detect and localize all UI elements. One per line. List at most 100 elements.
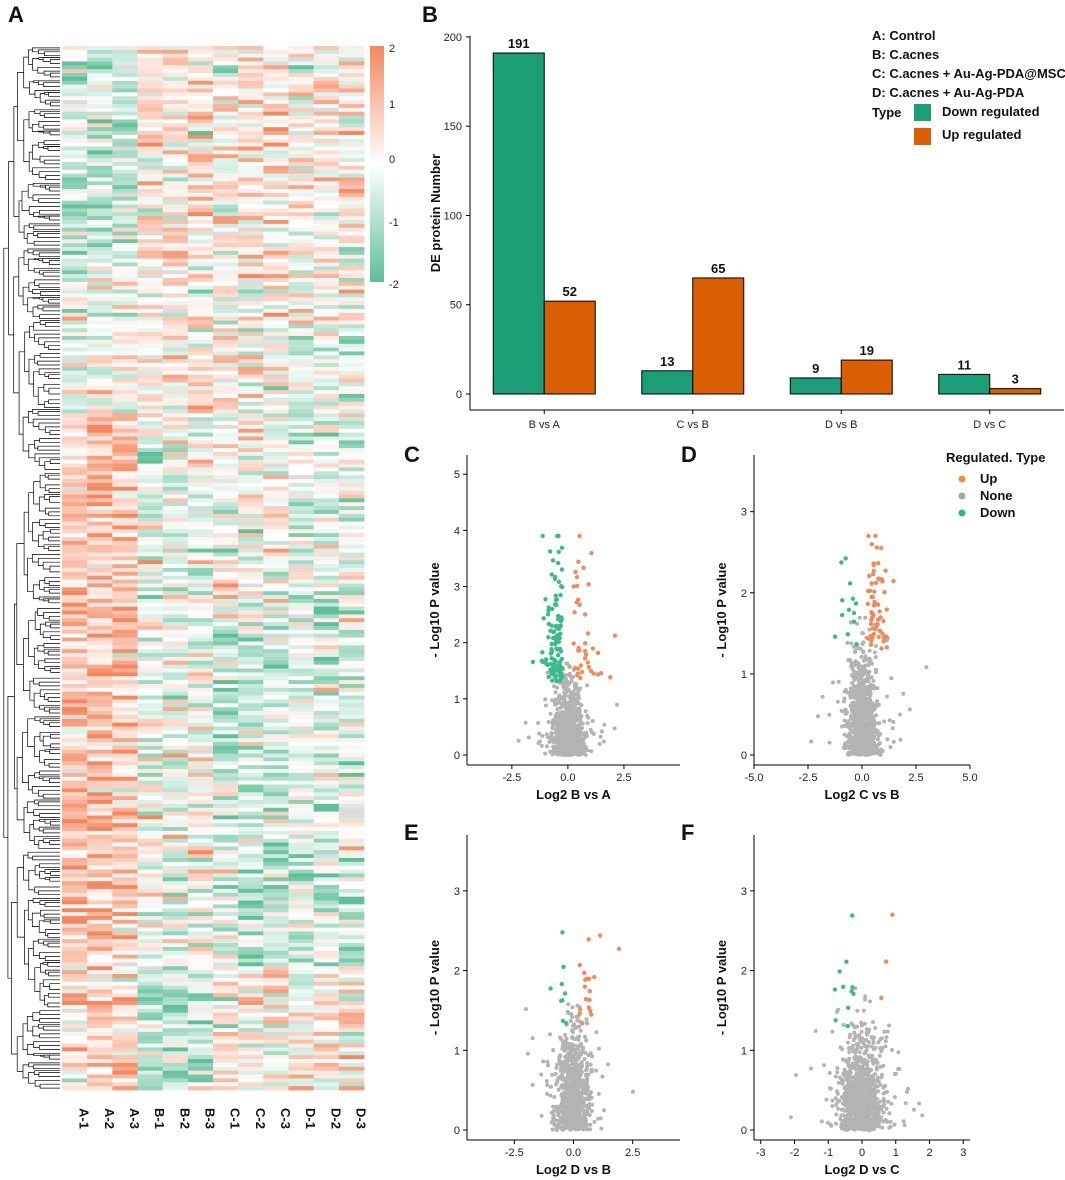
- heatmap-cell: [213, 946, 239, 952]
- heatmap-cell: [62, 351, 88, 356]
- heatmap-cell: [162, 568, 189, 573]
- heatmap-cell: [238, 482, 264, 488]
- heatmap-cell: [112, 463, 138, 468]
- heatmap-cell: [87, 274, 113, 279]
- heatmap-cell: [87, 660, 113, 666]
- heatmap-cell: [187, 568, 214, 573]
- heatmap-cell: [238, 896, 264, 901]
- dendrogram-branch: [48, 260, 60, 265]
- heatmap-cell: [213, 591, 239, 596]
- heatmap-cell: [62, 676, 88, 681]
- heatmap-cell: [137, 687, 164, 693]
- heatmap-cell: [263, 575, 289, 580]
- heatmap-cell: [187, 115, 214, 120]
- heatmap-cell: [187, 958, 214, 963]
- heatmap-cell: [62, 815, 88, 820]
- heatmap-cell: [187, 494, 214, 499]
- heatmap-cell: [313, 656, 340, 662]
- heatmap-cell: [338, 212, 365, 217]
- heatmap-cell: [112, 649, 138, 654]
- heatmap-cell: [62, 69, 88, 74]
- heatmap-cell: [338, 548, 365, 553]
- dendrogram-branch: [43, 82, 60, 87]
- heatmap-cell: [162, 1055, 189, 1060]
- heatmap-cell: [87, 788, 113, 793]
- heatmap-cell: [263, 846, 289, 851]
- heatmap-cell: [87, 885, 113, 890]
- heatmap-cell: [62, 479, 88, 484]
- heatmap-cell: [213, 189, 239, 194]
- heatmap-cell: [238, 997, 264, 1002]
- heatmap-cell: [263, 1001, 289, 1006]
- heatmap-cell: [162, 258, 189, 263]
- heatmap-cell: [137, 104, 164, 109]
- dendrogram-branch: [48, 186, 60, 192]
- heatmap-cell: [288, 177, 315, 182]
- heatmap-cell: [238, 738, 264, 743]
- heatmap-cell: [263, 336, 289, 341]
- heatmap-cell: [62, 529, 88, 534]
- heatmap-cell: [112, 788, 138, 793]
- heatmap-cell: [62, 919, 88, 925]
- heatmap-cell: [338, 765, 365, 770]
- heatmap-cell: [187, 997, 214, 1002]
- volcano-point-none: [564, 752, 569, 757]
- dendrogram-branch: [23, 56, 30, 89]
- heatmap-cell: [187, 552, 214, 557]
- heatmap-cell: [87, 366, 113, 372]
- volcano-point-none: [536, 720, 541, 725]
- heatmap-cell: [338, 939, 365, 944]
- heatmap-cell: [87, 564, 113, 569]
- heatmap-cell: [112, 970, 138, 975]
- heatmap-cell: [313, 776, 340, 782]
- heatmap-cell: [62, 1047, 88, 1052]
- dendrogram-branch: [23, 225, 30, 239]
- heatmap-cell: [162, 618, 189, 623]
- heatmap-cell: [288, 1016, 315, 1021]
- heatmap-cell: [62, 506, 88, 511]
- heatmap-cell: [338, 459, 365, 464]
- heatmap-cell: [288, 131, 315, 136]
- heatmap-cell: [213, 266, 239, 271]
- heatmap-cell: [338, 977, 365, 983]
- heatmap-cell: [87, 834, 113, 840]
- heatmap-cell: [313, 834, 340, 840]
- heatmap-cell: [288, 517, 315, 522]
- heatmap-cell: [62, 1008, 88, 1014]
- heatmap-cell: [338, 834, 365, 840]
- heatmap-cell: [87, 96, 113, 101]
- heatmap-cell: [112, 293, 138, 298]
- heatmap-cell: [338, 1012, 365, 1017]
- legend-up-swatch: [914, 128, 931, 145]
- heatmap-cell: [238, 641, 264, 646]
- heatmap-cell: [263, 854, 289, 859]
- dendrogram-branch: [49, 840, 60, 845]
- heatmap-cell: [338, 761, 365, 766]
- heatmap-cell: [137, 165, 164, 171]
- heatmap-cell: [162, 1066, 189, 1072]
- heatmap-cell: [313, 1070, 340, 1075]
- heatmap-cell: [213, 1028, 239, 1033]
- heatmap-cell: [162, 150, 189, 155]
- dendrogram-branch: [26, 1044, 34, 1055]
- heatmap-cell: [238, 703, 264, 708]
- dendrogram-branch: [33, 322, 60, 331]
- heatmap-cell: [338, 432, 365, 437]
- heatmap-cell: [313, 123, 340, 128]
- heatmap-cell: [338, 811, 365, 816]
- heatmap-cell: [238, 258, 264, 263]
- heatmap-cell: [238, 57, 264, 62]
- heatmap-cell: [137, 966, 164, 971]
- heatmap-cell: [213, 158, 239, 163]
- heatmap-cell: [288, 722, 315, 727]
- bar-down-regulated: [641, 370, 694, 395]
- heatmap-cell: [338, 633, 365, 638]
- heatmap-cell: [213, 935, 239, 940]
- heatmap-cell: [137, 119, 164, 124]
- heatmap-cell: [313, 981, 340, 986]
- heatmap-cell: [162, 950, 189, 956]
- heatmap-cell: [288, 181, 315, 186]
- heatmap-cell: [213, 738, 239, 743]
- heatmap-cell: [338, 749, 365, 754]
- heatmap-cell: [313, 711, 340, 716]
